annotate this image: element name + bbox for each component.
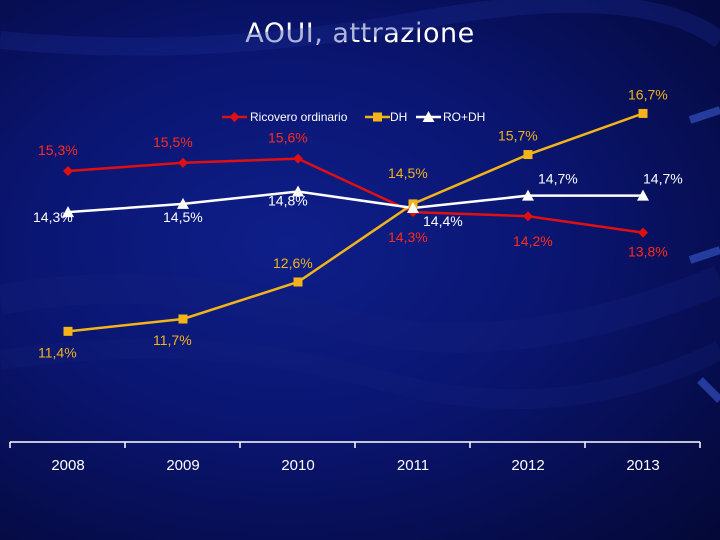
data-label-ricovero-2013: 13,8% <box>628 244 668 260</box>
data-label-ricovero-2009: 15,5% <box>153 134 193 150</box>
chart-legend: Ricovero ordinario DH RO+DH <box>222 110 485 124</box>
data-label-ro_dh-2011: 14,4% <box>423 213 463 229</box>
x-tick-label-2011: 2011 <box>397 457 429 474</box>
data-point-ro_dh-2013 <box>637 189 649 201</box>
legend-marker-dh <box>373 112 382 122</box>
x-tick-label-2013: 2013 <box>626 457 659 474</box>
data-point-dh-2008 <box>63 326 73 336</box>
data-point-ro_dh-2010 <box>292 185 304 197</box>
slide-title: AOUI, attrazione <box>245 18 475 49</box>
series-line-ricovero <box>67 157 644 234</box>
data-point-dh-2012 <box>523 150 533 160</box>
data-label-dh-2011: 14,5% <box>388 165 428 181</box>
data-point-ricovero-2009 <box>178 157 188 168</box>
data-point-ricovero-2008 <box>63 166 73 176</box>
data-point-ricovero-2013 <box>638 227 648 238</box>
series-line-dh <box>67 112 644 333</box>
data-point-ro_dh-2008 <box>62 206 74 218</box>
x-tick-label-2009: 2009 <box>166 457 199 474</box>
data-label-dh-2013: 16,7% <box>628 86 668 102</box>
data-point-ro_dh-2009 <box>177 197 189 209</box>
legend-label-dh: DH <box>390 110 407 124</box>
data-label-ricovero-2012: 14,2% <box>513 233 553 249</box>
data-label-dh-2010: 12,6% <box>273 255 313 271</box>
data-label-ro_dh-2008: 14,3% <box>33 209 73 225</box>
x-tick-label-2008: 2008 <box>51 457 84 474</box>
data-point-dh-2010 <box>293 277 303 287</box>
data-point-ro_dh-2012 <box>522 189 534 201</box>
data-point-dh-2009 <box>178 314 188 324</box>
data-label-ro_dh-2009: 14,5% <box>163 209 203 225</box>
x-axis: 2008 2009 2010 2011 2012 2013 <box>9 441 701 474</box>
x-tick-label-2012: 2012 <box>511 457 544 474</box>
data-label-dh-2008: 11,4% <box>38 344 77 360</box>
data-label-ro_dh-2010: 14,8% <box>268 193 308 209</box>
legend-marker-ricovero <box>229 112 240 122</box>
data-label-ricovero-2011: 14,3% <box>388 229 428 245</box>
data-point-ricovero-2012 <box>523 211 533 222</box>
legend-label-ro_dh: RO+DH <box>443 110 485 124</box>
data-point-dh-2013 <box>638 108 648 118</box>
x-tick-label-2010: 2010 <box>281 457 314 474</box>
data-label-ricovero-2008: 15,3% <box>38 142 78 158</box>
data-label-ricovero-2010: 15,6% <box>268 130 308 146</box>
data-label-dh-2012: 15,7% <box>498 128 538 144</box>
data-label-dh-2009: 11,7% <box>153 332 192 348</box>
legend-marker-ro_dh <box>422 111 435 122</box>
data-label-ro_dh-2012: 14,7% <box>538 171 578 187</box>
data-point-ro_dh-2011 <box>407 202 419 213</box>
data-point-ricovero-2010 <box>293 153 303 164</box>
legend-label-ricovero: Ricovero ordinario <box>250 110 348 124</box>
data-label-ro_dh-2013: 14,7% <box>643 171 683 187</box>
series-line-ro_dh <box>67 190 643 214</box>
